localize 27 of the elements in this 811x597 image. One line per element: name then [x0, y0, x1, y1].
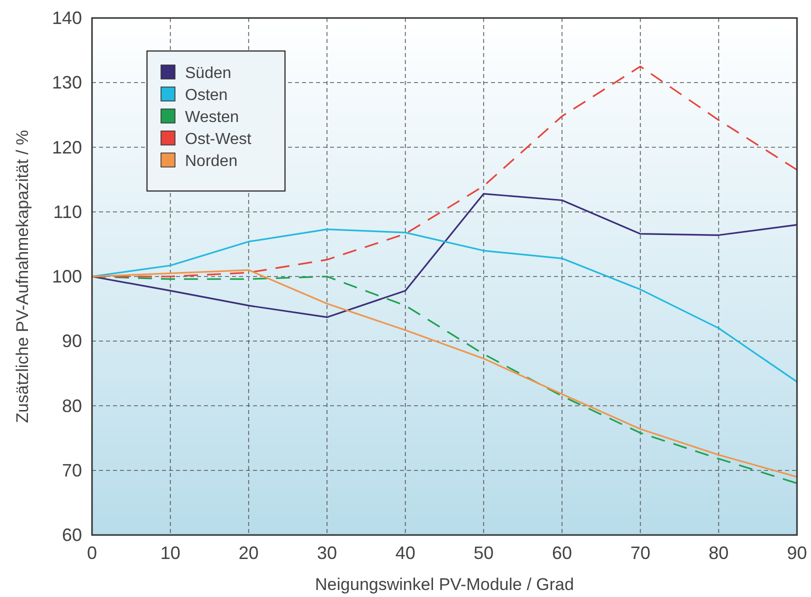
x-tick-label: 0 [86, 543, 98, 563]
y-tick-label: 100 [52, 266, 82, 286]
x-tick-label: 20 [238, 543, 259, 563]
legend-label: Ost-West [185, 131, 252, 148]
x-tick-label: 60 [552, 543, 572, 563]
x-tick-label: 90 [786, 543, 808, 563]
y-tick-label: 90 [62, 331, 82, 352]
x-tick-label: 30 [316, 543, 338, 563]
legend-label: Osten [185, 87, 228, 104]
legend-label: Westen [185, 109, 239, 126]
line-series [91, 66, 798, 278]
legend-label: Norden [185, 153, 238, 170]
legend-label: Süden [185, 65, 232, 82]
y-tick-label: 60 [62, 525, 82, 545]
y-axis-title: Zusätzliche PV-Aufnahmekapazität / % [13, 130, 32, 423]
y-tick-label: 70 [62, 460, 82, 480]
x-tick-label: 80 [708, 543, 729, 563]
x-tick-label: 50 [474, 543, 494, 563]
x-tick-label: 70 [630, 543, 650, 563]
x-tick-label: 40 [395, 543, 416, 563]
y-tick-label: 120 [52, 137, 82, 158]
x-tick-label: 10 [160, 543, 180, 563]
y-tick-label: 80 [62, 396, 82, 416]
y-tick-label: 140 [52, 8, 82, 28]
x-axis-title: Neigungswinkel PV-Module / Grad [315, 575, 574, 594]
y-tick-label: 110 [53, 202, 82, 222]
y-tick-label: 130 [52, 72, 82, 93]
